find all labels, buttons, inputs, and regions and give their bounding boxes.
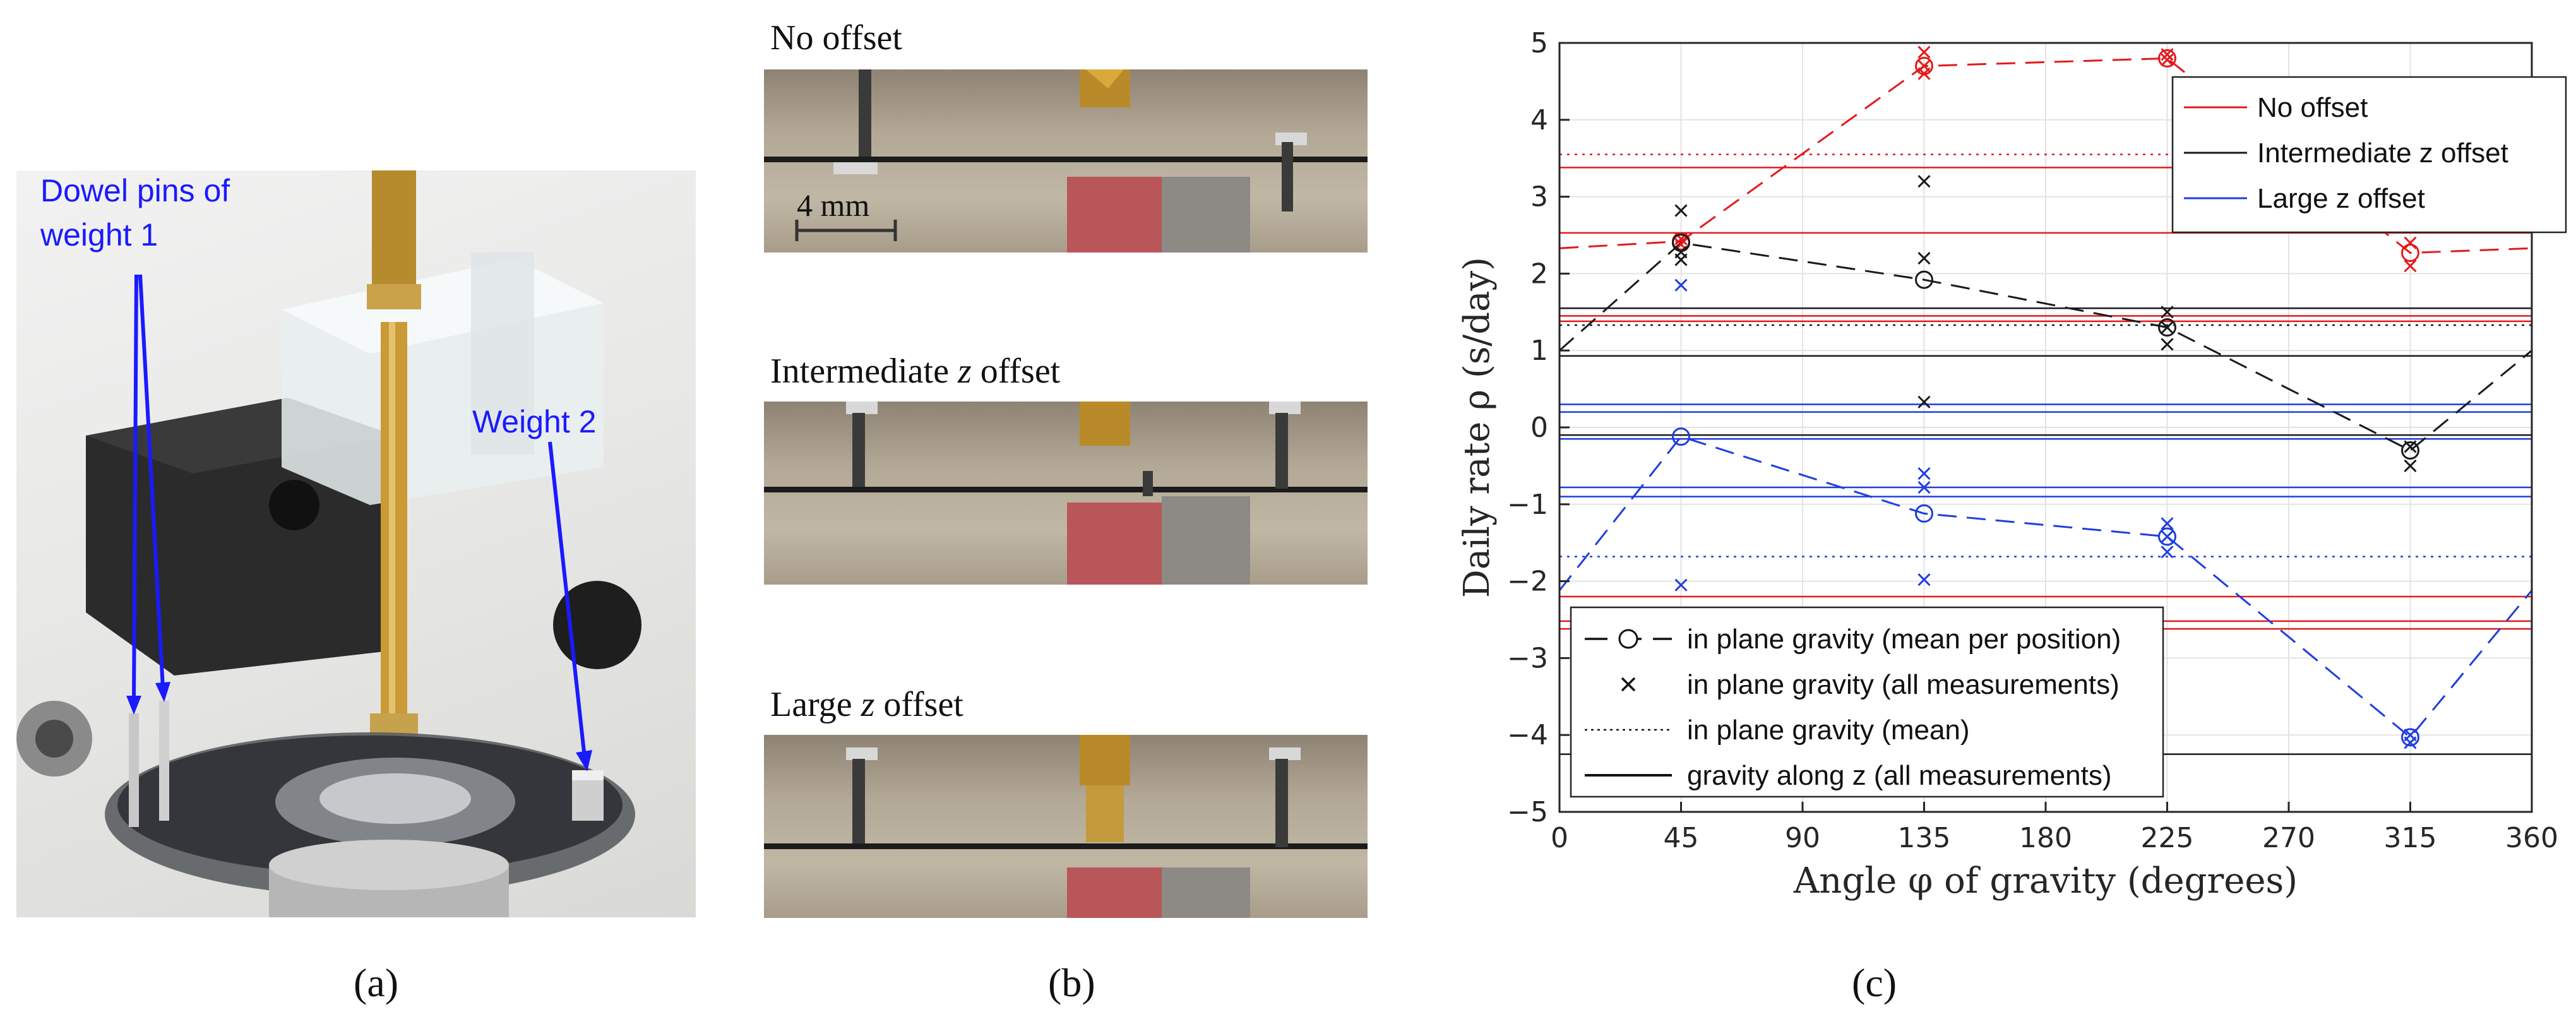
measurement-marker: [2161, 530, 2174, 544]
fit-curve: [1559, 57, 2532, 254]
measurement-marker: [2404, 259, 2417, 273]
daily-rate-chart: 0 45 90 135 180 225 270 315 360−5−4−3−2−1012345 …: [1457, 27, 2567, 902]
x-tick-label: 45: [1664, 822, 1699, 854]
y-tick-label: −2: [1507, 566, 1548, 598]
strip-large-offset-illustration: [764, 735, 1368, 918]
y-tick-label: −4: [1507, 719, 1548, 751]
annotation-dowel-pins-line1: Dowel pins of: [40, 173, 230, 208]
photo-illustration: [16, 170, 641, 917]
y-tick-label: 2: [1530, 258, 1548, 290]
measurement-marker: [2161, 338, 2174, 351]
legend-top-box: [2171, 76, 2567, 234]
legend-bottom-label: in plane gravity (mean): [1687, 715, 1970, 746]
y-tick-label: 3: [1530, 181, 1548, 213]
y-tick-label: −1: [1507, 489, 1548, 521]
measurement-marker: [2161, 53, 2174, 66]
mean-marker: [1915, 504, 1933, 523]
strip-no-offset: [764, 69, 1368, 253]
legend-top: No offset Intermediate z offset Large z of…: [2171, 76, 2567, 234]
chart-fit-curves: [1558, 57, 2533, 739]
x-axis-label: Angle φ of gravity (degrees): [1793, 860, 2298, 902]
measurement-marker: [1917, 467, 1931, 480]
scale-bar-label: 4 mm: [797, 188, 870, 223]
x-tick-label: 90: [1785, 822, 1820, 854]
mean-marker: [1672, 427, 1690, 446]
mean-marker: [1672, 234, 1690, 253]
strip-intermediate-offset: [764, 402, 1368, 585]
measurement-marker: [1674, 578, 1688, 592]
legend-top-label: Large z offset: [2257, 183, 2425, 214]
strip-large-offset: [764, 735, 1368, 918]
chart-markers: [1672, 45, 2419, 749]
legend-bottom-swatch: [1618, 629, 1638, 649]
mean-marker: [1915, 57, 1933, 76]
measurement-marker: [1674, 278, 1688, 292]
strip-label-large-offset: Large z offset: [770, 685, 963, 724]
fit-curve: [1558, 435, 2533, 739]
caption-a: (a): [354, 960, 399, 1005]
mean-marker: [1915, 270, 1933, 289]
x-tick-label: 135: [1898, 822, 1951, 854]
y-axis-label: Daily rate ρ (s/day): [1457, 257, 1498, 598]
measurement-marker: [1917, 175, 1931, 188]
measurement-marker: [1917, 480, 1931, 494]
measurement-marker: [2161, 321, 2174, 334]
legend-bottom: in plane gravity (mean per position) in p…: [1570, 606, 2164, 798]
y-tick-label: 0: [1530, 412, 1548, 444]
mean-marker: [2158, 49, 2176, 68]
annotation-weight-2: Weight 2: [472, 404, 597, 439]
y-tick-label: −5: [1507, 796, 1548, 828]
mean-marker: [2401, 728, 2419, 747]
measurement-marker: [1917, 251, 1931, 265]
legend-top-label: No offset: [2257, 92, 2368, 123]
measurement-marker: [2161, 306, 2174, 319]
measurement-marker: [2161, 517, 2174, 530]
mean-marker: [2158, 318, 2176, 337]
measurement-marker: [2404, 459, 2417, 472]
legend-bottom-swatch: [1621, 677, 1636, 692]
fit-curve: [1559, 242, 2532, 452]
measurement-marker: [1917, 59, 1931, 73]
x-tick-label: 360: [2505, 822, 2558, 854]
x-tick-label: 225: [2141, 822, 2194, 854]
y-tick-label: −3: [1507, 642, 1548, 674]
x-tick-label: 180: [2019, 822, 2072, 854]
legend-top-label: Intermediate z offset: [2257, 138, 2508, 169]
strip-label-no-offset: No offset: [770, 18, 902, 57]
legend-bottom-label: gravity along z (all measurements): [1687, 760, 2111, 791]
measurement-marker: [1674, 253, 1688, 266]
measurement-marker: [2404, 236, 2417, 249]
strip-intermediate-offset-illustration: [764, 402, 1368, 585]
legend-bottom-label: in plane gravity (all measurements): [1687, 669, 2120, 700]
mean-marker: [2158, 527, 2176, 546]
measurement-marker: [2404, 736, 2417, 749]
caption-b: (b): [1048, 960, 1095, 1005]
x-tick-label: 270: [2262, 822, 2315, 854]
photo-watch-mechanism: [16, 170, 696, 917]
measurement-marker: [2161, 545, 2174, 559]
y-tick-label: 1: [1530, 335, 1548, 367]
measurement-marker: [1917, 573, 1931, 586]
y-tick-label: 5: [1530, 27, 1548, 59]
mean-marker: [2401, 244, 2419, 263]
mean-marker: [2401, 441, 2419, 460]
measurement-marker: [1674, 204, 1688, 217]
measurement-marker: [1917, 45, 1931, 59]
strip-no-offset-illustration: [764, 69, 1368, 253]
annotation-dowel-pins-line2: weight 1: [40, 217, 158, 253]
measurement-marker: [1917, 395, 1931, 408]
x-tick-label: 315: [2384, 822, 2437, 854]
y-tick-label: 4: [1530, 104, 1548, 136]
legend-bottom-label: in plane gravity (mean per position): [1687, 624, 2121, 655]
caption-c: (c): [1852, 960, 1897, 1005]
strip-label-intermediate-offset: Intermediate z offset: [770, 352, 1061, 391]
x-tick-label: 0: [1551, 822, 1568, 854]
